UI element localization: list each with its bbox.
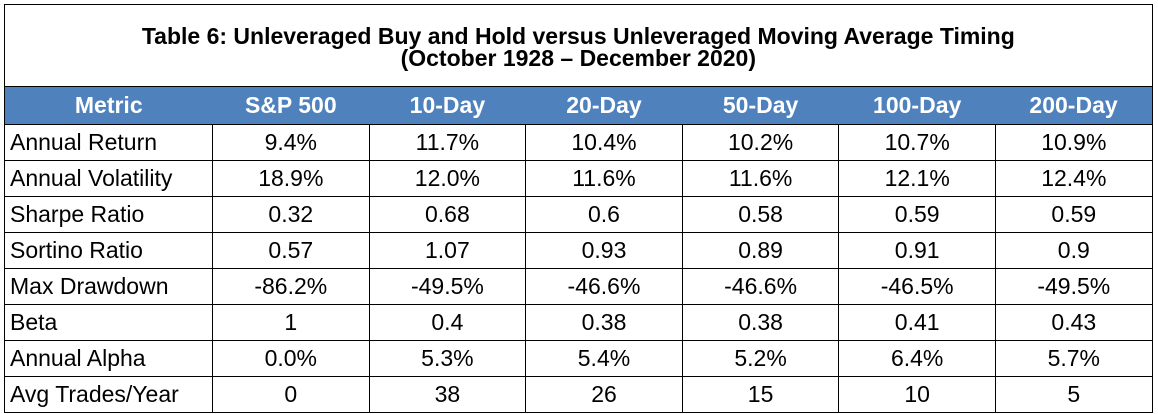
table-cell: -46.6% (525, 268, 683, 305)
table-cell: 11.6% (525, 160, 683, 197)
metric-label: Sortino Ratio (4, 232, 213, 269)
column-header-sp500: S&P 500 (212, 86, 370, 125)
table-cell: 12.4% (994, 160, 1153, 197)
table-cell: 10.2% (681, 124, 840, 161)
table-cell: 0.93 (525, 232, 683, 269)
table-cell: 10.9% (994, 124, 1153, 161)
table-cell: 0.58 (681, 196, 840, 233)
table-cell: 0.91 (838, 232, 996, 269)
table-cell: 0.57 (212, 232, 370, 269)
column-header-50-day: 50-Day (682, 86, 839, 125)
metric-label: Max Drawdown (4, 268, 213, 305)
table-cell: 5.4% (525, 340, 683, 377)
table-cell: 5.2% (681, 340, 840, 377)
table-row: Beta 1 0.4 0.38 0.38 0.41 0.43 (4, 304, 1153, 341)
column-header-20-day: 20-Day (525, 86, 683, 125)
table-cell: 12.1% (838, 160, 996, 197)
table-row: Annual Return 9.4% 11.7% 10.4% 10.2% 10.… (4, 124, 1153, 161)
table-cell: 5.7% (994, 340, 1153, 377)
table-cell: 11.6% (681, 160, 840, 197)
table-cell: 0.38 (681, 304, 840, 341)
table-cell: 5.3% (368, 340, 527, 377)
table-container: Table 6: Unleveraged Buy and Hold versus… (4, 4, 1153, 413)
metric-label: Annual Alpha (4, 340, 213, 377)
table-cell: 15 (681, 376, 840, 413)
table-cell: 0.38 (525, 304, 683, 341)
table-cell: 0.32 (212, 196, 370, 233)
table-row: Max Drawdown -86.2% -49.5% -46.6% -46.6%… (4, 268, 1153, 305)
column-header-200-day: 200-Day (995, 86, 1153, 125)
table-cell: 0.43 (994, 304, 1153, 341)
table-cell: 12.0% (368, 160, 527, 197)
table-cell: 1 (212, 304, 370, 341)
column-header-metric: Metric (4, 86, 213, 125)
table-cell: 11.7% (368, 124, 527, 161)
table-cell: 38 (368, 376, 527, 413)
column-header-10-day: 10-Day (369, 86, 526, 125)
table-title-line-1: Table 6: Unleveraged Buy and Hold versus… (141, 22, 1015, 49)
table-cell: 26 (525, 376, 683, 413)
table-cell: -49.5% (994, 268, 1153, 305)
table-cell: 0.41 (838, 304, 996, 341)
table-cell: 1.07 (368, 232, 527, 269)
table-cell: 0.59 (838, 196, 996, 233)
metric-label: Annual Volatility (4, 160, 213, 197)
table-cell: -46.6% (681, 268, 840, 305)
table-cell: -86.2% (212, 268, 370, 305)
table-cell: 10 (838, 376, 996, 413)
table-cell: 0.68 (368, 196, 527, 233)
table-header-row: Metric S&P 500 10-Day 20-Day 50-Day 100-… (4, 86, 1153, 125)
table-cell: 10.4% (525, 124, 683, 161)
table-cell: 0.9 (994, 232, 1153, 269)
table-cell: -49.5% (368, 268, 527, 305)
table-title-line-2: (October 1928 – December 2020) (400, 44, 757, 71)
table-cell: 0.0% (212, 340, 370, 377)
metric-label: Beta (4, 304, 213, 341)
table-cell: 0.59 (994, 196, 1153, 233)
metric-label: Sharpe Ratio (4, 196, 213, 233)
table-row: Avg Trades/Year 0 38 26 15 10 5 (4, 376, 1153, 413)
table-cell: 9.4% (212, 124, 370, 161)
table-row: Annual Volatility 18.9% 12.0% 11.6% 11.6… (4, 160, 1153, 197)
metric-label: Annual Return (4, 124, 213, 161)
table-cell: 18.9% (212, 160, 370, 197)
table-cell: 0 (212, 376, 370, 413)
table-cell: 0.89 (681, 232, 840, 269)
results-table: Table 6: Unleveraged Buy and Hold versus… (4, 4, 1153, 413)
table-cell: 6.4% (838, 340, 996, 377)
table-row: Sharpe Ratio 0.32 0.68 0.6 0.58 0.59 0.5… (4, 196, 1153, 233)
metric-label: Avg Trades/Year (4, 376, 213, 413)
table-cell: 10.7% (838, 124, 996, 161)
table-title: Table 6: Unleveraged Buy and Hold versus… (4, 4, 1153, 87)
table-cell: -46.5% (838, 268, 996, 305)
table-cell: 5 (994, 376, 1153, 413)
table-row: Sortino Ratio 0.57 1.07 0.93 0.89 0.91 0… (4, 232, 1153, 269)
table-cell: 0.4 (368, 304, 527, 341)
table-row: Annual Alpha 0.0% 5.3% 5.4% 5.2% 6.4% 5.… (4, 340, 1153, 377)
table-cell: 0.6 (525, 196, 683, 233)
column-header-100-day: 100-Day (838, 86, 996, 125)
